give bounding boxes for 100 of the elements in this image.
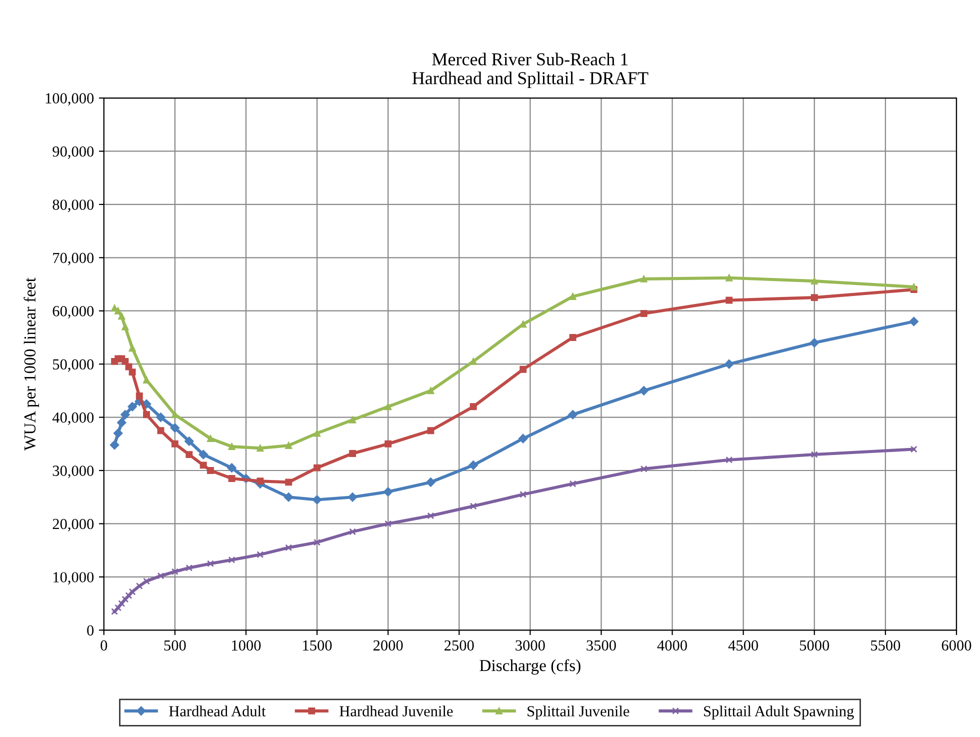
point bbox=[128, 368, 136, 376]
point bbox=[111, 608, 118, 615]
point bbox=[726, 456, 733, 464]
point bbox=[198, 450, 208, 460]
point bbox=[171, 568, 178, 576]
y-tick-label: 80,000 bbox=[52, 200, 94, 212]
point bbox=[186, 451, 193, 458]
y-tick-label: 0 bbox=[87, 625, 94, 636]
point bbox=[256, 551, 264, 558]
y-tick-label: 10,000 bbox=[53, 572, 94, 585]
x-tick-label: 5500 bbox=[871, 640, 900, 651]
legend-label: Hardhead Juvenile bbox=[340, 706, 453, 716]
point bbox=[726, 296, 733, 304]
point bbox=[910, 283, 918, 290]
point bbox=[136, 582, 143, 590]
point bbox=[427, 512, 434, 520]
x-tick-label: 500 bbox=[164, 640, 186, 651]
point bbox=[810, 451, 818, 458]
point bbox=[383, 487, 393, 496]
point bbox=[186, 564, 193, 572]
point bbox=[128, 402, 137, 412]
point bbox=[171, 440, 178, 448]
point bbox=[170, 423, 180, 433]
point bbox=[156, 412, 166, 422]
point bbox=[128, 344, 136, 352]
point bbox=[426, 478, 436, 487]
legend-label: Splittail Juvenile bbox=[528, 706, 630, 720]
point bbox=[285, 442, 292, 449]
point bbox=[136, 392, 143, 400]
point bbox=[314, 538, 321, 546]
point bbox=[118, 312, 126, 320]
point bbox=[284, 492, 294, 502]
point bbox=[427, 427, 434, 434]
point bbox=[206, 560, 214, 568]
point bbox=[470, 358, 477, 365]
x-tick-label: 1000 bbox=[232, 640, 261, 651]
point bbox=[470, 502, 477, 510]
legend-label: Splittail Adult Spawning bbox=[704, 706, 854, 720]
point bbox=[349, 450, 356, 457]
point bbox=[810, 278, 818, 285]
point bbox=[118, 600, 126, 607]
legend-label: Hardhead Adult bbox=[169, 706, 266, 716]
point bbox=[640, 465, 648, 472]
x-tick-label: 5000 bbox=[800, 640, 830, 651]
point bbox=[470, 403, 477, 410]
point bbox=[122, 596, 129, 603]
point bbox=[349, 528, 356, 536]
point bbox=[184, 436, 194, 446]
point bbox=[314, 430, 321, 437]
point bbox=[143, 578, 150, 585]
point bbox=[117, 418, 126, 428]
y-tick-label: 90,000 bbox=[52, 146, 94, 159]
point bbox=[122, 358, 129, 365]
point bbox=[569, 334, 576, 341]
chart-title: Merced River Sub-Reach 1 Hardhead and Splittail - DRAFT bbox=[412, 52, 648, 88]
x-axis-title: Discharge (cfs) bbox=[480, 659, 580, 675]
x-tick-label: 2000 bbox=[373, 640, 403, 651]
point bbox=[256, 444, 264, 452]
point bbox=[114, 604, 122, 612]
point bbox=[110, 440, 120, 450]
y-tick-label: 70,000 bbox=[53, 252, 94, 266]
point bbox=[314, 464, 321, 472]
point bbox=[171, 411, 178, 418]
y-tick-label: 60,000 bbox=[52, 306, 94, 319]
point bbox=[122, 323, 129, 330]
y-tick-label: 100,000 bbox=[46, 93, 94, 106]
point bbox=[640, 275, 648, 282]
point bbox=[125, 592, 132, 600]
point bbox=[312, 495, 322, 504]
point bbox=[157, 427, 164, 434]
point bbox=[384, 440, 392, 448]
point bbox=[157, 572, 164, 580]
point bbox=[206, 435, 214, 442]
x-tick-label: 3000 bbox=[516, 640, 545, 651]
point bbox=[143, 411, 150, 418]
x-tick-label: 6000 bbox=[942, 640, 972, 651]
point bbox=[285, 544, 292, 552]
point bbox=[384, 520, 392, 528]
point bbox=[520, 366, 527, 373]
point bbox=[113, 428, 123, 438]
point bbox=[910, 446, 918, 453]
point bbox=[568, 410, 578, 420]
point bbox=[569, 480, 576, 488]
point bbox=[228, 475, 236, 482]
point bbox=[726, 274, 733, 282]
point bbox=[909, 316, 918, 326]
y-tick-label: 50,000 bbox=[53, 359, 94, 372]
x-tick-label: 3500 bbox=[586, 640, 616, 651]
point bbox=[384, 403, 392, 410]
x-tick-label: 0 bbox=[100, 640, 108, 651]
point bbox=[468, 460, 478, 470]
point bbox=[285, 478, 292, 486]
x-tick-label: 1500 bbox=[303, 640, 332, 651]
y-tick-label: 20,000 bbox=[52, 518, 94, 532]
point bbox=[349, 416, 356, 424]
y-axis-title: WUA per 1000 linear feet bbox=[24, 278, 39, 451]
point bbox=[640, 310, 648, 317]
point bbox=[569, 293, 576, 300]
y-tick-label: 40,000 bbox=[52, 412, 94, 425]
point bbox=[228, 443, 236, 450]
